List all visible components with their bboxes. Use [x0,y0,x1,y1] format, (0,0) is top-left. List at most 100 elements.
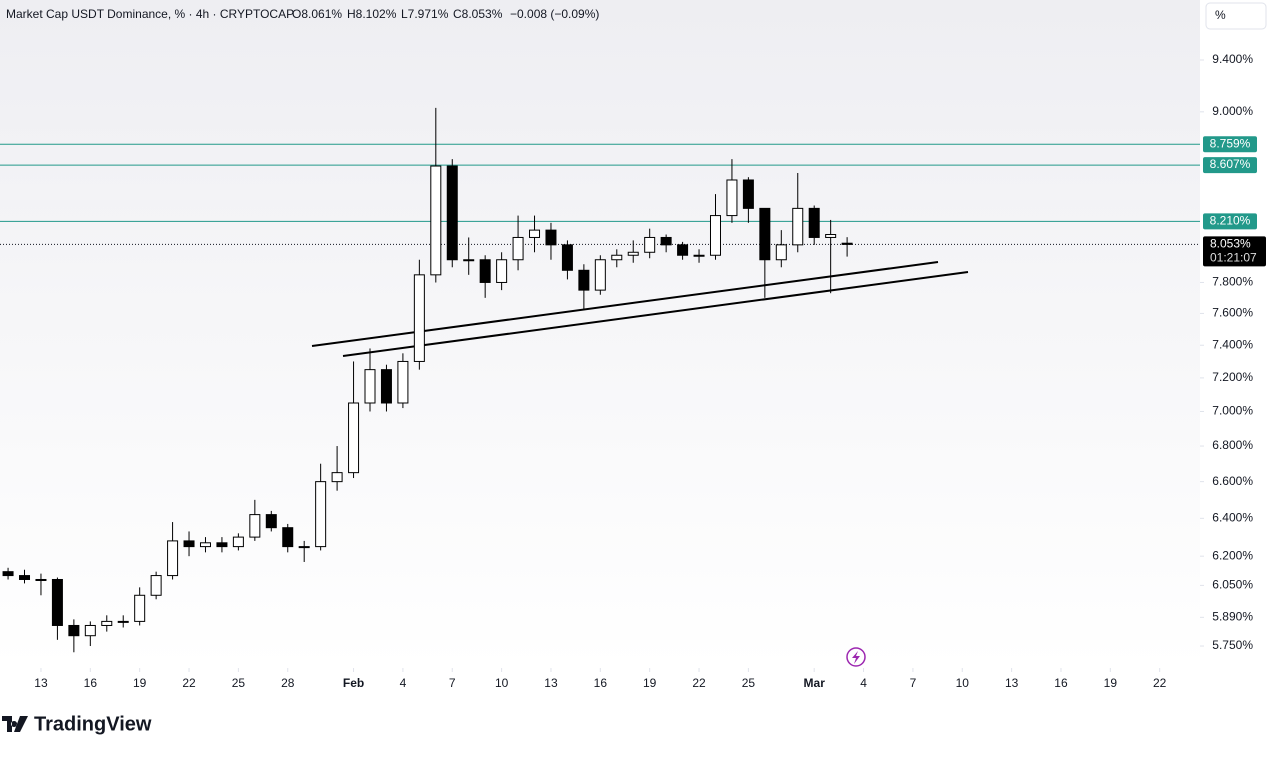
x-tick-label: 16 [594,676,608,690]
trendline [342,271,969,357]
candle-body [282,527,294,548]
level-label: 8.759% [1210,136,1251,150]
candle-body [742,179,754,209]
y-tick-label: 7.800% [1212,275,1253,289]
candle-body [808,207,820,238]
candle-body [709,215,721,256]
ohlc-close: C8.053% [453,7,503,21]
candle-body [199,542,211,548]
candle-body [561,244,573,271]
y-tick-label: 5.750% [1212,638,1253,652]
candle-body [315,481,327,548]
x-tick-label: 4 [400,676,407,690]
candle-body [644,236,656,253]
last-price-label: 8.053% [1210,237,1251,251]
x-tick-label: 19 [643,676,657,690]
candle-body [167,540,179,577]
candle-body [677,244,689,256]
candle-body [331,472,343,483]
y-tick-label: 6.600% [1212,474,1253,488]
ohlc-high: H8.102% [347,7,397,21]
last-price-box [1203,236,1266,267]
x-tick-label: Feb [343,676,364,690]
level-label: 8.607% [1210,157,1251,171]
candle-body [183,540,195,548]
ohlc-open: O8.061% [292,7,342,21]
brand-name: TradingView [34,713,152,735]
candle-body [35,578,47,581]
scale-button[interactable] [1205,2,1267,30]
candle-body [512,236,524,261]
x-tick-label: 22 [692,676,706,690]
event-icon[interactable] [846,647,866,667]
y-tick-label: 6.200% [1212,548,1253,562]
candle-body [68,624,80,637]
candle-body [430,165,442,276]
candle-body [134,594,146,622]
candle-body [265,514,277,529]
candle-body [19,575,31,580]
candle-body [446,165,458,261]
x-tick-label: 13 [34,676,48,690]
candle-body [825,234,837,238]
candle-body [479,259,491,283]
x-tick-label: 7 [910,676,917,690]
candle-body [150,575,162,596]
candle-body [463,259,475,262]
y-tick-label: 7.000% [1212,404,1253,418]
candle-body [101,620,113,626]
x-tick-label: 16 [1054,676,1068,690]
candle-body [232,536,244,548]
x-tick-label: 25 [742,676,756,690]
candle-body [2,571,14,577]
y-tick-label: 6.800% [1212,438,1253,452]
candle-body [594,259,606,291]
x-tick-label: Mar [804,676,826,690]
candle-body [298,546,310,549]
level-label-box [1203,136,1257,153]
y-tick-label: 7.600% [1212,306,1253,320]
candle-body [117,620,129,623]
x-tick-label: 10 [495,676,509,690]
y-tick-label: 9.000% [1212,104,1253,118]
candle-body [726,179,738,217]
candle-body [627,251,639,256]
y-tick-label: 7.400% [1212,337,1253,351]
candle-body [775,244,787,261]
x-tick-label: 10 [956,676,970,690]
x-tick-label: 25 [232,676,246,690]
x-tick-label: 28 [281,676,295,690]
x-tick-label: 13 [1005,676,1019,690]
x-tick-label: 22 [1153,676,1167,690]
event-icon-bolt [852,651,860,664]
y-tick-label: 6.050% [1212,578,1253,592]
candle-body [660,236,672,246]
candle-body [397,360,409,404]
brand-logo: TradingView [2,713,152,735]
level-label: 8.210% [1210,214,1251,228]
level-label-box [1203,157,1257,174]
candle-body [51,578,63,626]
candle-body [841,242,853,245]
candle-body [216,542,228,548]
ohlc-change: −0.008 (−0.09%) [510,7,599,21]
level-label-box [1203,213,1257,230]
x-tick-label: 13 [544,676,558,690]
scale-button-label[interactable]: % [1215,8,1226,22]
candle-body [364,369,376,404]
y-tick-label: 5.890% [1212,610,1253,624]
countdown: 01:21:07 [1210,251,1257,265]
candle-body [348,402,360,474]
x-tick-label: 16 [84,676,98,690]
x-tick-label: 22 [182,676,196,690]
candle-body [611,254,623,261]
chart-title: Market Cap USDT Dominance, % · 4h · CRYP… [6,7,294,21]
y-tick-label: 9.400% [1212,52,1253,66]
candle-body [759,207,771,261]
brand-icon [2,716,28,732]
candle-body [693,254,705,257]
candle-body [380,369,392,404]
x-tick-label: 19 [1104,676,1118,690]
ohlc-low: L7.971% [401,7,449,21]
